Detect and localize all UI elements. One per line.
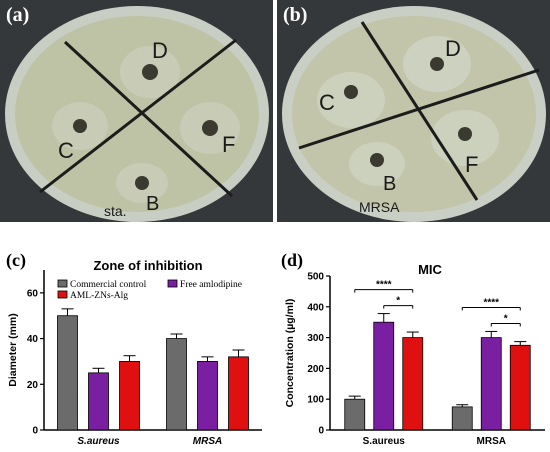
bar-free-amlodipine-s-aureus xyxy=(373,321,395,431)
x-tick-label: S.aureus xyxy=(77,436,120,447)
chart-title: Zone of inhibition xyxy=(93,258,202,273)
sector-label-c: C xyxy=(58,138,74,163)
y-tick-label: 60 xyxy=(27,288,39,299)
y-tick-label: 300 xyxy=(307,333,324,344)
y-tick-label: 400 xyxy=(307,302,324,313)
significance-label: * xyxy=(396,296,400,307)
bar-commercial-control-s-aureus xyxy=(57,315,78,431)
bar-free-amlodipine-mrsa xyxy=(197,361,218,431)
significance-label: * xyxy=(504,313,508,324)
disc-well xyxy=(430,57,444,71)
disc-well xyxy=(458,127,472,141)
bar-free-amlodipine-mrsa xyxy=(480,337,502,431)
bar-chart: Zone of inhibition Diameter (mm) Commerc… xyxy=(7,258,262,447)
zone-of-inhibition-chart: Zone of inhibition Diameter (mm) Commerc… xyxy=(0,240,275,452)
significance-label: **** xyxy=(376,280,392,291)
sector-divider xyxy=(360,21,479,201)
x-tick-label: S.aureus xyxy=(363,436,406,447)
sector-label-b: B xyxy=(383,173,396,195)
legend: Commercial control Free amlodipine AML-Z… xyxy=(57,279,242,301)
legend-swatch-aml-zns-alg xyxy=(57,290,68,299)
disc-well xyxy=(344,85,358,99)
panel-label-b: (b) xyxy=(283,4,308,26)
sector-label-d: D xyxy=(152,38,168,63)
x-tick-label: MRSA xyxy=(477,436,506,447)
bar-commercial-control-s-aureus xyxy=(344,398,366,431)
y-tick-label: 20 xyxy=(27,380,39,391)
mic-chart: MIC Concentration (µg/ml) 0 100 200 300 400 5… xyxy=(275,240,550,452)
bar-commercial-control-mrsa xyxy=(451,406,473,431)
y-axis-label: Diameter (mm) xyxy=(7,313,19,387)
chart-title: MIC xyxy=(418,262,442,277)
petri-dish-photo-mrsa: D C F B MRSA (b) xyxy=(277,0,550,222)
y-tick-label: 200 xyxy=(307,364,324,375)
y-tick-label: 40 xyxy=(27,334,39,345)
plot-area: 0 20 40 60 S.aureus MRSA xyxy=(27,270,262,447)
petri-dish-photo-staphylococcus: D C F B sta. (a) xyxy=(0,0,273,222)
sector-label-b: B xyxy=(146,193,159,215)
sector-divider xyxy=(39,38,237,194)
sector-label-f: F xyxy=(465,152,478,177)
y-tick-label: 100 xyxy=(307,395,324,406)
x-tick-label: MRSA xyxy=(193,436,222,447)
panel-label-c: (c) xyxy=(6,250,26,270)
sector-divider xyxy=(63,40,234,198)
bar-chart: MIC Concentration (µg/ml) 0 100 200 300 400 5… xyxy=(284,262,545,447)
legend-swatch-free-amlodipine xyxy=(167,279,178,288)
sector-label-f: F xyxy=(222,132,235,157)
petri-dish-illustration: D C F B MRSA xyxy=(277,0,550,222)
panel-label-a: (a) xyxy=(6,4,30,26)
bar-free-amlodipine-s-aureus xyxy=(88,372,109,431)
sector-label-c: C xyxy=(319,90,335,115)
legend-label-free-amlodipine: Free amlodipine xyxy=(180,280,242,290)
panel-label-d: (d) xyxy=(281,250,303,270)
bar-aml-zns-alg-s-aureus xyxy=(402,337,424,431)
bar-aml-zns-alg-s-aureus xyxy=(119,361,140,431)
y-tick-label: 0 xyxy=(32,426,38,437)
disc-well xyxy=(135,176,149,190)
significance-label: **** xyxy=(483,297,499,308)
legend-label-commercial-control: Commercial control xyxy=(70,280,147,290)
handwritten-label: sta. xyxy=(104,203,127,219)
petri-dish-illustration: D C F B sta. xyxy=(0,0,273,222)
disc-well xyxy=(202,120,218,136)
disc-well xyxy=(73,119,87,133)
sector-label-d: D xyxy=(445,36,461,61)
bar-aml-zns-alg-mrsa xyxy=(228,356,249,431)
disc-well xyxy=(370,153,384,167)
legend-swatch-commercial-control xyxy=(57,279,68,288)
bar-commercial-control-mrsa xyxy=(166,338,187,431)
y-tick-label: 0 xyxy=(318,426,324,437)
bar-aml-zns-alg-mrsa xyxy=(509,344,531,431)
handwritten-label: MRSA xyxy=(359,199,400,215)
y-tick-label: 500 xyxy=(307,272,324,283)
sector-divider xyxy=(298,68,540,150)
disc-well xyxy=(142,64,158,80)
legend-label-aml-zns-alg: AML-ZNs-Alg xyxy=(70,291,128,301)
y-axis-label: Concentration (µg/ml) xyxy=(284,299,296,408)
